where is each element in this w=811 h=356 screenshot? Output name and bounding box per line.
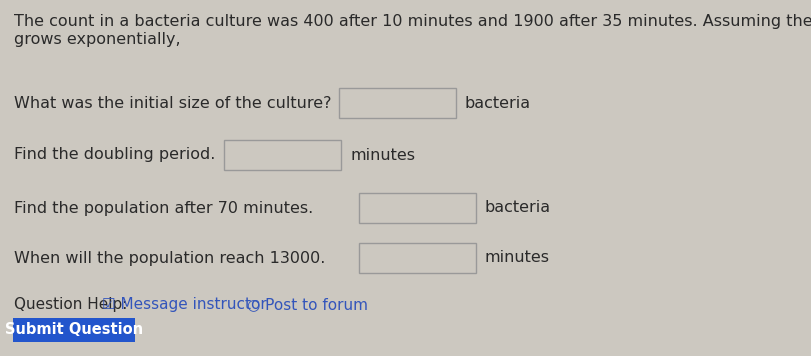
FancyBboxPatch shape: [224, 140, 341, 170]
Text: grows exponentially,: grows exponentially,: [14, 32, 180, 47]
Text: ☑ Message instructor: ☑ Message instructor: [102, 298, 267, 313]
Text: Find the doubling period.: Find the doubling period.: [14, 147, 215, 162]
Text: minutes: minutes: [484, 251, 549, 266]
Text: Submit Question: Submit Question: [5, 323, 143, 337]
Text: bacteria: bacteria: [484, 200, 551, 215]
Text: What was the initial size of the culture?: What was the initial size of the culture…: [14, 95, 331, 110]
Text: bacteria: bacteria: [465, 95, 530, 110]
Text: The count in a bacteria culture was 400 after 10 minutes and 1900 after 35 minut: The count in a bacteria culture was 400 …: [14, 14, 811, 29]
FancyBboxPatch shape: [338, 88, 456, 118]
FancyBboxPatch shape: [13, 318, 135, 342]
Text: When will the population reach 13000.: When will the population reach 13000.: [14, 251, 325, 266]
Text: Find the population after 70 minutes.: Find the population after 70 minutes.: [14, 200, 313, 215]
Text: ○ Post to forum: ○ Post to forum: [247, 298, 367, 313]
FancyBboxPatch shape: [358, 243, 475, 273]
FancyBboxPatch shape: [358, 193, 475, 223]
Text: minutes: minutes: [350, 147, 414, 162]
Text: Question Help:: Question Help:: [14, 298, 127, 313]
